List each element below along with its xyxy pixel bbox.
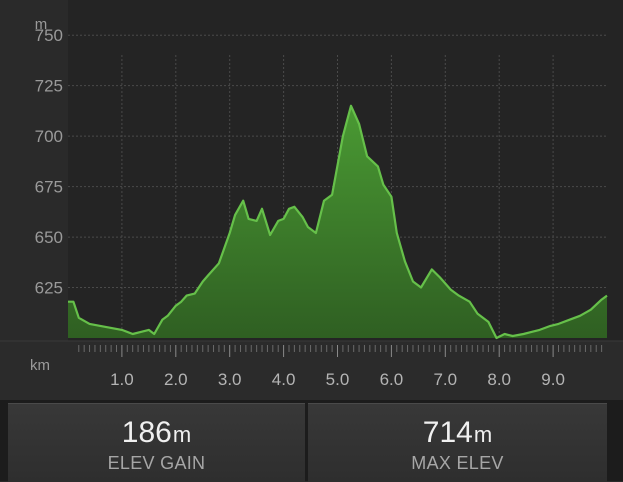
elevation-line [68,104,608,340]
x-axis-panel [0,341,623,400]
elev-gain-number: 186 [121,416,172,449]
max-elev-value: 714m [308,416,607,450]
elevation-series [68,104,608,340]
chart-background [0,0,623,400]
x-tick-label: 4.0 [272,370,296,389]
y-tick-label: 675 [35,178,63,197]
x-tick-label: 8.0 [487,370,511,389]
stats-bar: 186m ELEV GAIN 714m MAX ELEV [0,400,623,482]
elev-gain-value: 186m [8,416,305,450]
y-tick-label: 750 [35,26,63,45]
y-tick-label: 650 [35,228,63,247]
x-tick-label: 6.0 [380,370,404,389]
elevation-area [68,105,607,338]
y-tick-labels: 625 650 675 700 725 750 [35,26,63,297]
y-tick-label: 725 [35,77,63,96]
x-tick-label: 1.0 [110,370,134,389]
x-ticks: 1.0 2.0 3.0 4.0 5.0 6.0 7.0 8.0 9.0 [78,345,603,389]
y-unit-label: m [35,16,48,33]
x-tick-label: 3.0 [218,370,242,389]
y-tick-label: 625 [35,279,63,298]
x-unit-label: km [30,357,50,374]
max-elev-stat: 714m MAX ELEV [308,403,607,482]
x-tick-label: 9.0 [541,370,565,389]
max-elev-unit: m [473,422,493,447]
elev-gain-stat: 186m ELEV GAIN [8,403,305,482]
max-elev-label: MAX ELEV [411,453,504,473]
y-tick-label: 700 [35,127,63,146]
elev-gain-unit: m [172,422,192,447]
x-tick-label: 2.0 [164,370,188,389]
elevation-chart: 625 650 675 700 725 750 1.0 2.0 3.0 4.0 5.0 6.0 7.0… [0,0,623,400]
max-elev-number: 714 [422,416,473,449]
elev-gain-label: ELEV GAIN [107,453,206,473]
x-tick-label: 7.0 [433,370,457,389]
y-axis-panel [0,0,68,341]
x-tick-label: 5.0 [326,370,350,389]
